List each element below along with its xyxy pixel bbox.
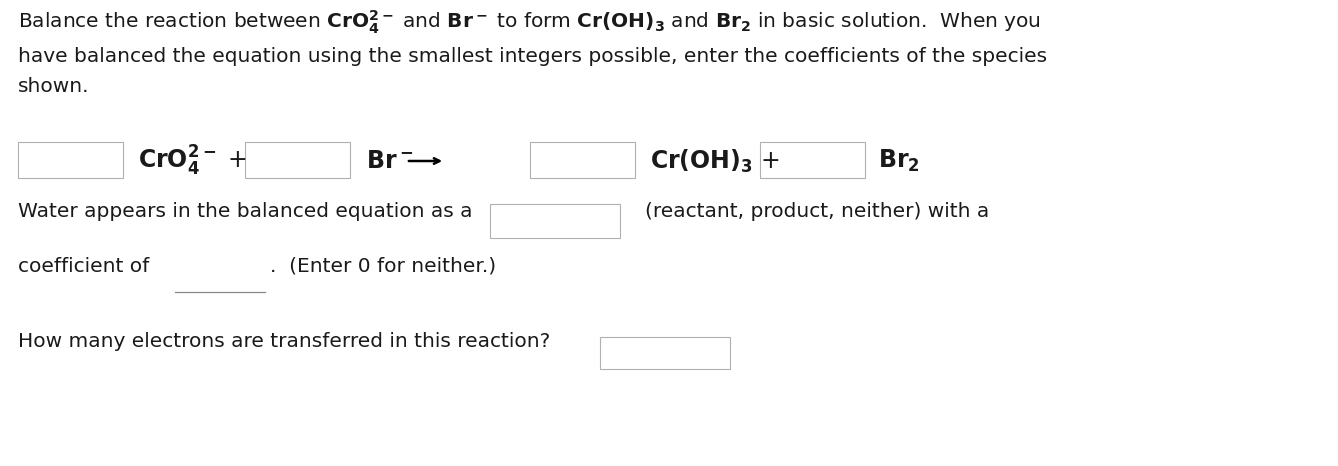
Text: $\mathbf{Br^-}$: $\mathbf{Br^-}$ (367, 149, 413, 173)
Text: .  (Enter 0 for neither.): . (Enter 0 for neither.) (270, 257, 496, 276)
Text: coefficient of: coefficient of (17, 257, 150, 276)
Text: have balanced the equation using the smallest integers possible, enter the coeff: have balanced the equation using the sma… (17, 47, 1048, 66)
Text: Water appears in the balanced equation as a: Water appears in the balanced equation a… (17, 202, 472, 221)
Text: shown.: shown. (17, 77, 90, 96)
Text: $\mathbf{Cr(OH)_3}$ +: $\mathbf{Cr(OH)_3}$ + (650, 147, 780, 175)
Bar (17, 142, 123, 178)
Text: $\mathbf{Br_2}$: $\mathbf{Br_2}$ (878, 148, 921, 174)
Text: Balance the reaction between $\mathbf{CrO_4^{2-}}$ and $\mathbf{Br^-}$ to form $: Balance the reaction between $\mathbf{Cr… (17, 8, 1041, 36)
Bar (530, 142, 636, 178)
Text: $\mathbf{CrO_4^{2-}}$ +: $\mathbf{CrO_4^{2-}}$ + (138, 144, 246, 178)
Bar (599, 337, 731, 369)
Text: (reactant, product, neither) with a: (reactant, product, neither) with a (645, 202, 989, 221)
Text: How many electrons are transferred in this reaction?: How many electrons are transferred in th… (17, 332, 550, 351)
Bar (760, 142, 864, 178)
Bar (490, 204, 619, 238)
Bar (245, 142, 351, 178)
